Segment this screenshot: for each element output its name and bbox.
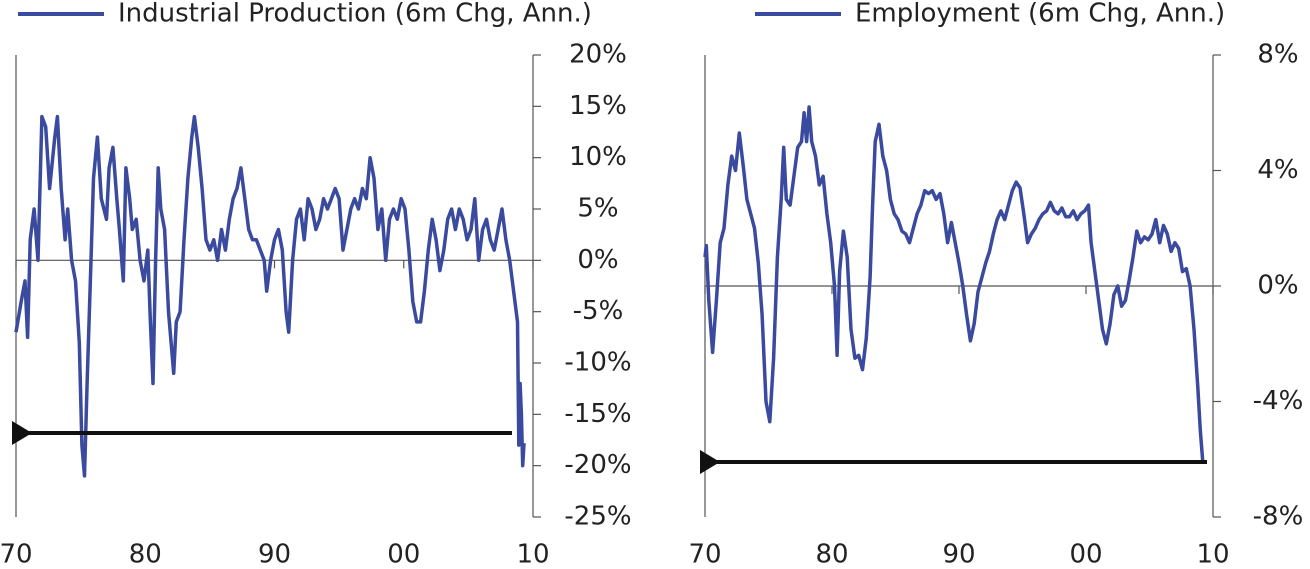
x-tick-label: 80 <box>129 540 162 569</box>
x-tick-label: 90 <box>942 540 975 569</box>
data-line <box>14 114 526 478</box>
x-tick-label: 70 <box>688 540 721 569</box>
chart-panel: 20% 15% 10% 5% 0% -5% -10% -15% -20% -25% 70 80 90 00… <box>0 0 632 569</box>
y-tick-label: 4% <box>1257 155 1298 185</box>
y-tick-label: -15% <box>564 399 631 429</box>
x-tick-label: 10 <box>516 540 549 569</box>
x-tick-label: 80 <box>815 540 848 569</box>
data-line <box>703 105 1205 463</box>
y-tick-label: 10% <box>569 142 627 172</box>
y-tick-label: 8% <box>1257 40 1298 70</box>
y-tick-label: 0% <box>1257 271 1298 301</box>
y-tick-label: 15% <box>569 91 627 121</box>
y-tick-label: -10% <box>564 348 631 378</box>
y-tick-label: 5% <box>577 194 618 224</box>
x-tick-label: 90 <box>258 540 291 569</box>
x-tick-label: 70 <box>0 540 33 569</box>
y-tick-label: 20% <box>569 40 627 70</box>
x-tick-label: 10 <box>1196 540 1229 569</box>
y-tick-label: -5% <box>573 296 624 326</box>
y-tick-label: 0% <box>577 245 618 275</box>
legend-label: Industrial Production (6m Chg, Ann.) <box>118 0 592 29</box>
y-tick-label: -4% <box>1253 386 1304 416</box>
x-tick-label: 00 <box>387 540 420 569</box>
y-tick-label: -20% <box>564 450 631 480</box>
y-tick-label: -8% <box>1253 502 1304 532</box>
x-tick-label: 00 <box>1069 540 1102 569</box>
legend-label: Employment (6m Chg, Ann.) <box>855 0 1225 29</box>
chart-panel: 8% 4% 0% -4% -8% 70 80 90 00 10 Employment (6m Chg… <box>688 0 1303 569</box>
y-tick-label: -25% <box>564 502 631 532</box>
